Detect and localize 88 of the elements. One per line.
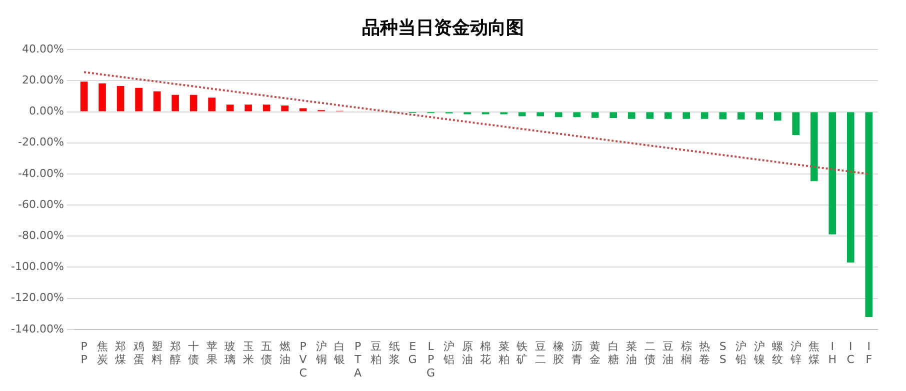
x-tick-label: 豆二 xyxy=(534,340,546,366)
y-tick-label: -60.00% xyxy=(18,198,64,211)
x-tick-label: 菜粕 xyxy=(498,340,510,366)
bar xyxy=(98,83,106,112)
bar xyxy=(591,112,599,118)
y-tick-label: 20.00% xyxy=(22,74,64,87)
bar xyxy=(682,112,690,119)
bar xyxy=(846,112,854,263)
bar xyxy=(244,104,252,112)
x-tick-label: LPG xyxy=(426,340,436,380)
x-tick-label: PVC xyxy=(299,340,308,380)
bar xyxy=(135,88,142,112)
bar xyxy=(80,82,88,112)
x-tick-label: 棉花 xyxy=(480,340,492,366)
x-tick-label: 豆粕 xyxy=(370,340,382,366)
x-tick-label: 豆油 xyxy=(662,340,674,366)
x-tick-label: IC xyxy=(846,340,855,366)
x-tick-label: EG xyxy=(408,340,417,366)
bar xyxy=(281,106,288,112)
x-tick-label: 玉米 xyxy=(242,340,254,366)
x-tick-label: 铁矿 xyxy=(516,340,528,366)
x-tick-label: SS xyxy=(719,340,726,366)
y-tick-label: -20.00% xyxy=(18,136,64,149)
x-tick-label: 鸡蛋 xyxy=(132,340,144,366)
bar xyxy=(208,98,216,112)
x-tick-label: 苹果 xyxy=(206,340,218,366)
bar xyxy=(299,108,307,112)
bar xyxy=(792,112,800,136)
bar xyxy=(536,112,544,116)
x-tick-label: 沪铝 xyxy=(442,340,455,366)
bar xyxy=(554,112,562,118)
x-tick-label: 原油 xyxy=(462,340,473,366)
bar xyxy=(518,112,526,116)
x-tick-label: 郑煤 xyxy=(115,340,126,366)
bar xyxy=(865,112,873,317)
bar xyxy=(226,104,234,112)
x-tick-label: 玻璃 xyxy=(224,340,236,366)
x-tick-label: 五债 xyxy=(261,340,272,366)
chart-title: 品种当日资金动向图 xyxy=(362,17,524,38)
bar xyxy=(573,112,580,118)
x-tick-label: 十债 xyxy=(188,340,200,366)
x-tick-label: PP xyxy=(80,340,88,366)
y-tick-label: -80.00% xyxy=(18,228,64,242)
x-tick-label: 沪铜 xyxy=(314,340,327,366)
x-tick-label: 塑料 xyxy=(152,340,163,366)
bar xyxy=(628,112,636,119)
bar xyxy=(664,112,672,119)
x-tick-label: 橡胶 xyxy=(553,340,564,366)
x-tick-label: 沥青 xyxy=(571,340,582,366)
y-tick-label: -100.00% xyxy=(10,260,64,274)
x-tick-label: 热卷 xyxy=(699,340,710,366)
bar xyxy=(810,112,818,182)
bar xyxy=(719,112,727,120)
x-tick-label: 焦煤 xyxy=(808,340,820,366)
bar xyxy=(646,112,654,119)
y-tick-label: -40.00% xyxy=(18,166,64,180)
y-tick-label: 40.00% xyxy=(22,42,64,56)
x-tick-label: PTA xyxy=(353,340,362,380)
bar xyxy=(610,112,617,118)
x-tick-label: 白糖 xyxy=(608,340,619,366)
x-tick-label: 棕榈 xyxy=(680,340,692,366)
x-tick-label: 沪锌 xyxy=(789,340,802,366)
x-tick-label: 沪镍 xyxy=(752,340,765,366)
bar xyxy=(116,86,124,112)
x-tick-label: 焦炭 xyxy=(96,340,108,366)
x-tick-label: 螺纹 xyxy=(772,340,784,366)
y-tick-label: -120.00% xyxy=(10,291,64,304)
x-tick-label: 燃油 xyxy=(279,340,290,366)
bar xyxy=(153,91,161,112)
x-tick-label: 沪铅 xyxy=(734,340,747,366)
y-tick-label: -140.00% xyxy=(10,322,64,336)
bar xyxy=(700,112,708,119)
x-tick-label: 菜油 xyxy=(626,340,638,366)
y-tick-label: 0.00% xyxy=(28,104,64,118)
bar xyxy=(190,94,198,112)
bar xyxy=(172,94,179,112)
bar xyxy=(828,112,836,234)
x-tick-label: 纸浆 xyxy=(388,340,400,366)
x-tick-label: 黄金 xyxy=(590,340,601,366)
x-tick-label: IF xyxy=(866,340,872,366)
x-tick-label: IH xyxy=(828,340,837,366)
bar xyxy=(262,104,270,112)
x-tick-label: 郑醇 xyxy=(170,340,181,366)
bar xyxy=(774,112,782,121)
bar xyxy=(756,112,764,120)
bar xyxy=(737,112,745,120)
x-tick-label: 二债 xyxy=(644,340,656,366)
x-tick-label: 白银 xyxy=(333,340,346,366)
